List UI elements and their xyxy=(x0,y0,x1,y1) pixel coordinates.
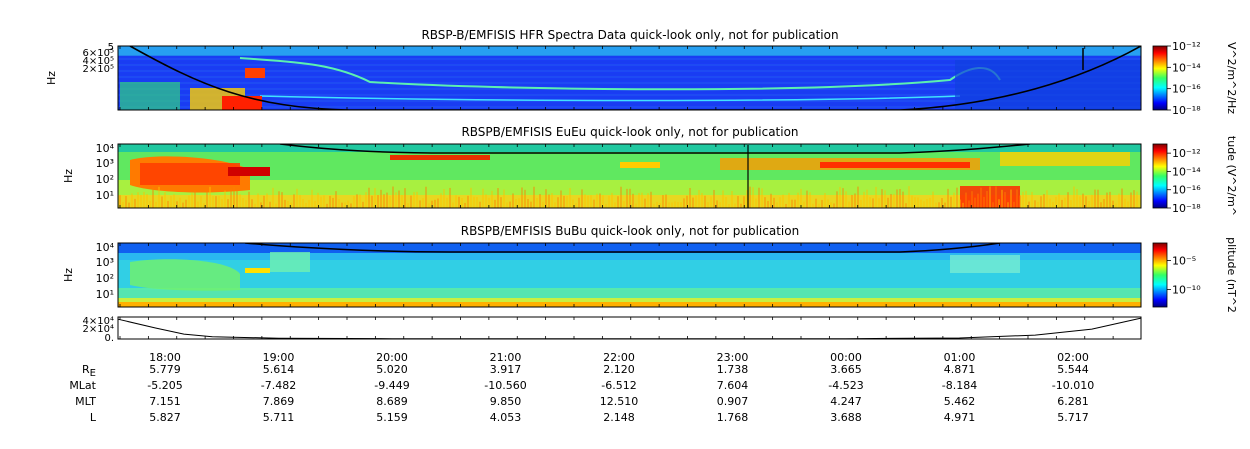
row-label-mlt: MLT xyxy=(75,395,96,408)
row-label-re: RE xyxy=(82,363,96,379)
hfr-ylabel: Hz xyxy=(45,71,58,85)
hfr-spectrogram xyxy=(118,46,1141,110)
x-tick-label: 21:00 xyxy=(490,351,522,364)
colorbar-tick-label: 10⁻¹² xyxy=(1172,147,1201,160)
colorbar-tick-label: 10⁻¹² xyxy=(1172,40,1201,53)
colorbar-tick-label: 10⁻¹⁶ xyxy=(1172,83,1201,96)
hfr-ytick-top: 5 xyxy=(108,42,114,53)
eueu-colorbar xyxy=(1152,143,1168,209)
ephemeris-value: -4.523 xyxy=(828,379,863,392)
line-plot-frame xyxy=(117,316,1142,340)
panel-line: 4×10⁴ 2×10⁴ 0. xyxy=(83,316,1142,344)
x-tick-label: 18:00 xyxy=(149,351,181,364)
ephemeris-table: 18:00 19:00 20:00 21:00 22:00 23:00 00:00 01:00… xyxy=(69,351,1094,424)
bubu-ytick: 10² xyxy=(96,272,114,285)
panel-hfr-title: RBSP-B/EMFISIS HFR Spectra Data quick-lo… xyxy=(421,28,838,42)
ephemeris-value: 7.604 xyxy=(717,379,749,392)
ephemeris-value: 3.917 xyxy=(490,363,522,376)
eueu-ytick: 10¹ xyxy=(96,189,114,202)
colorbar-tick-label: 10⁻¹⁴ xyxy=(1172,61,1201,74)
ephemeris-value: 7.151 xyxy=(149,395,181,408)
hfr-ytick: 6×10⁵ xyxy=(83,48,114,59)
x-tick-label: 01:00 xyxy=(944,351,976,364)
hfr-colorbar xyxy=(1152,45,1168,111)
ephemeris-value: 5.462 xyxy=(944,395,976,408)
ephemeris-value: 5.614 xyxy=(263,363,295,376)
ephemeris-value: 2.148 xyxy=(603,411,635,424)
panel-hfr: RBSP-B/EMFISIS HFR Spectra Data quick-lo… xyxy=(45,28,1238,117)
bubu-ylabel: Hz xyxy=(62,268,75,282)
panel-bubu-title: RBSPB/EMFISIS BuBu quick-look only, not … xyxy=(461,224,799,238)
bubu-ytick: 10³ xyxy=(96,256,114,269)
ephemeris-value: 12.510 xyxy=(600,395,639,408)
ephemeris-value: 8.689 xyxy=(376,395,408,408)
ephemeris-value: 5.020 xyxy=(376,363,408,376)
colorbar-tick-label: 10⁻⁵ xyxy=(1172,254,1196,267)
ephemeris-value: 5.717 xyxy=(1057,411,1089,424)
ephemeris-value: -8.184 xyxy=(942,379,977,392)
ephemeris-value: 3.665 xyxy=(830,363,862,376)
eueu-ytick: 10³ xyxy=(96,157,114,170)
line-series xyxy=(117,317,1142,340)
panel-eueu: RBSPB/EMFISIS EuEu quick-look only, not … xyxy=(62,125,1238,216)
x-tick-label: 22:00 xyxy=(603,351,635,364)
ephemeris-value: 5.544 xyxy=(1057,363,1089,376)
ephemeris-value: -6.512 xyxy=(601,379,636,392)
panel-bubu: RBSPB/EMFISIS BuBu quick-look only, not … xyxy=(62,224,1238,313)
ephemeris-value: 2.120 xyxy=(603,363,635,376)
ephemeris-value: 5.779 xyxy=(149,363,181,376)
eueu-colorbar-label: tude (V^2/m^ xyxy=(1225,136,1238,216)
ephemeris-value: 1.738 xyxy=(717,363,749,376)
colorbar-tick-label: 10⁻¹⁶ xyxy=(1172,184,1201,197)
ephemeris-value: -9.449 xyxy=(374,379,409,392)
panel-eueu-title: RBSPB/EMFISIS EuEu quick-look only, not … xyxy=(461,125,798,139)
x-tick-label: 00:00 xyxy=(830,351,862,364)
row-label-l: L xyxy=(90,411,97,424)
row-label-mlat: MLat xyxy=(69,379,96,392)
eueu-ylabel: Hz xyxy=(62,169,75,183)
line-ytick: 0. xyxy=(104,333,114,344)
ephemeris-value: -10.010 xyxy=(1052,379,1094,392)
eueu-ytick: 10⁴ xyxy=(96,142,115,155)
x-axis-ticks xyxy=(119,46,1114,339)
colorbar-tick-label: 10⁻¹⁰ xyxy=(1172,284,1201,297)
hfr-ytick: 4×10⁵ xyxy=(83,56,114,67)
ephemeris-value: 5.711 xyxy=(263,411,295,424)
ephemeris-value: 3.688 xyxy=(830,411,862,424)
eueu-spectrogram xyxy=(118,144,1141,208)
colorbar-tick-label: 10⁻¹⁸ xyxy=(1172,202,1201,215)
line-ytick: 4×10⁴ xyxy=(83,316,114,327)
ephemeris-value: 9.850 xyxy=(490,395,522,408)
bubu-ytick: 10¹ xyxy=(96,288,114,301)
ephemeris-value: 5.159 xyxy=(376,411,408,424)
x-tick-label: 02:00 xyxy=(1057,351,1089,364)
colorbar-tick-label: 10⁻¹⁸ xyxy=(1172,104,1201,117)
ephemeris-value: -7.482 xyxy=(261,379,296,392)
ephemeris-value: 7.869 xyxy=(263,395,295,408)
ephemeris-value: 4.871 xyxy=(944,363,976,376)
ephemeris-value: -10.560 xyxy=(484,379,526,392)
ephemeris-value: 6.281 xyxy=(1057,395,1089,408)
ephemeris-value: 1.768 xyxy=(717,411,749,424)
bubu-colorbar-label: plitude (nT^2 xyxy=(1225,237,1238,313)
ephemeris-value: 0.907 xyxy=(717,395,749,408)
hfr-colorbar-label: V^2/m^2/Hz xyxy=(1225,42,1238,114)
ephemeris-value: -5.205 xyxy=(147,379,182,392)
eueu-ytick: 10² xyxy=(96,173,114,186)
ephemeris-value: 5.827 xyxy=(149,411,181,424)
ephemeris-value: 4.247 xyxy=(830,395,862,408)
bubu-ytick: 10⁴ xyxy=(96,241,115,254)
bubu-colorbar xyxy=(1152,242,1168,308)
line-ytick: 2×10⁴ xyxy=(83,324,114,335)
x-tick-label: 19:00 xyxy=(263,351,295,364)
x-tick-label: 20:00 xyxy=(376,351,408,364)
colorbar-tick-label: 10⁻¹⁴ xyxy=(1172,165,1201,178)
hfr-ytick: 2×10⁵ xyxy=(83,64,114,75)
bubu-spectrogram xyxy=(118,243,1141,307)
ephemeris-value: 4.053 xyxy=(490,411,522,424)
ephemeris-value: 4.971 xyxy=(944,411,976,424)
x-tick-label: 23:00 xyxy=(717,351,749,364)
